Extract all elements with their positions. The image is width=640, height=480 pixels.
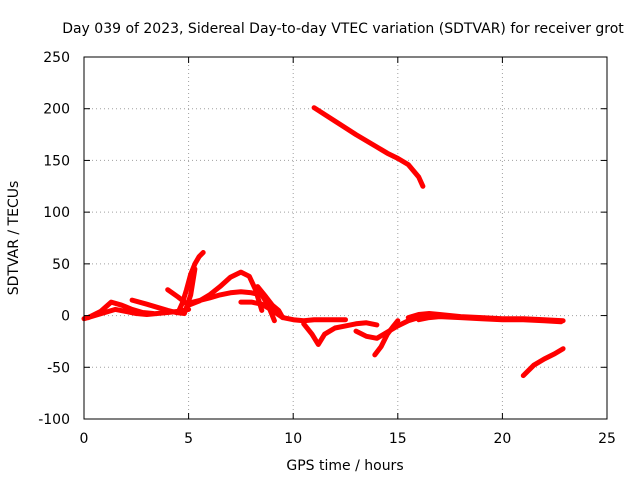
series-line-arc-1: [311, 105, 426, 189]
tick-layer: 0 5 10 15 20 25 -100 -50 0 50 100 150 200 250: [38, 50, 616, 447]
series-line-arc-10: [238, 299, 348, 324]
series-line-arc-13: [372, 318, 401, 358]
y-axis-title: SDTVAR / TECUs: [6, 181, 22, 296]
y-tick-label: 50: [52, 257, 70, 273]
x-tick-label: 10: [284, 431, 302, 447]
series-line-arc-15: [416, 314, 564, 325]
x-tick-label: 25: [598, 431, 616, 447]
x-tick-label: 0: [80, 431, 89, 447]
series-layer: [81, 105, 566, 379]
y-tick-label: 0: [61, 309, 70, 325]
x-tick-label: 15: [389, 431, 407, 447]
chart-title: Day 039 of 2023, Sidereal Day-to-day VTE…: [62, 21, 624, 37]
series-line-arc-7: [165, 269, 265, 313]
grid-layer: [84, 57, 607, 419]
y-tick-label: -100: [38, 412, 70, 428]
series-line-arc-4: [85, 299, 156, 321]
series-line-arc-8: [186, 289, 277, 324]
series-line-arc-11: [301, 320, 380, 347]
y-tick-label: 250: [43, 50, 70, 66]
y-tick-label: 100: [43, 205, 70, 221]
x-axis-title: GPS time / hours: [286, 458, 403, 474]
y-tick-label: 150: [43, 153, 70, 169]
series-line-arc-5: [129, 266, 198, 316]
y-tick-label: 200: [43, 102, 70, 118]
x-tick-label: 5: [184, 431, 193, 447]
plot-frame: [83, 56, 608, 420]
x-tick-label: 20: [493, 431, 511, 447]
series-line-arc-2: [520, 346, 566, 379]
y-tick-label: -50: [47, 360, 70, 376]
